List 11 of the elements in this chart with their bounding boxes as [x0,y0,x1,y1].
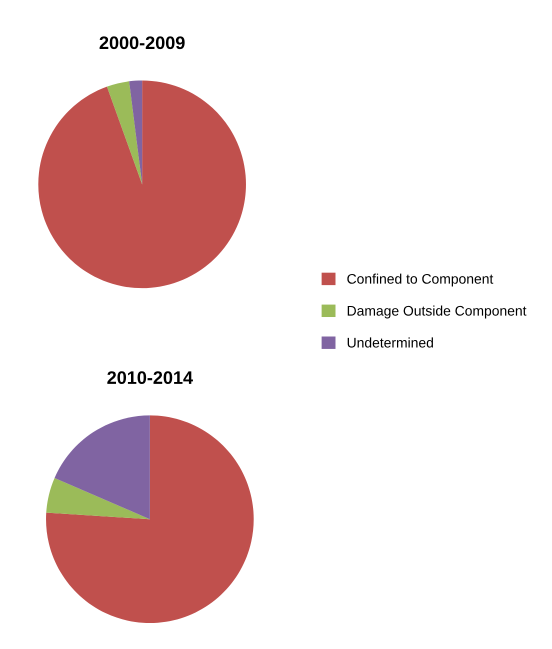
pie-slice [54,415,150,520]
legend-label: Undetermined [348,337,433,348]
chart-title: 2010-2014 [107,371,193,384]
legend-label: Damage Outside Component [348,306,526,318]
legend-label: Confined to Component [347,274,494,287]
pie-slice [46,478,150,520]
pie-slice [106,81,142,184]
chart-title: 2000-2009 [100,36,185,50]
pie-slice [46,415,254,624]
pie-slice [38,80,246,288]
pie-slice [129,80,142,184]
